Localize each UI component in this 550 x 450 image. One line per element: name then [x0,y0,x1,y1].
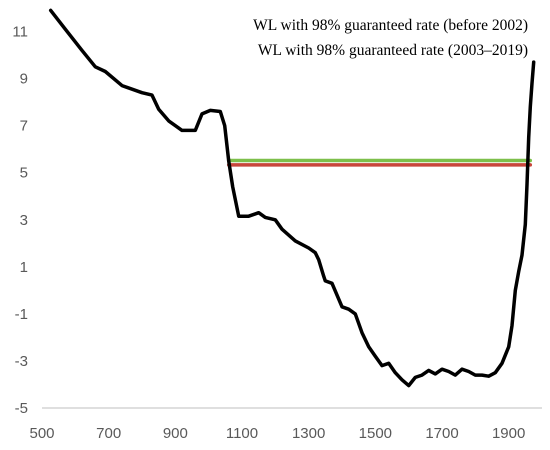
x-tick-label: 500 [29,425,54,442]
y-tick-label: 9 [20,71,28,88]
x-tick-label: 1100 [226,425,258,442]
y-tick-label: 1 [20,259,28,276]
y-tick-label: 7 [20,118,28,135]
x-tick-label: 1300 [292,425,325,442]
legend: WL with 98% guaranteed rate (before 2002… [253,17,528,59]
profile-line [48,8,536,388]
y-tick-label: -1 [15,306,28,323]
x-tick-label: 1700 [425,425,458,442]
x-tick-labels: 500 700 900 1100 1300 1500 1700 1900 [29,425,525,442]
x-tick-label: 900 [163,425,188,442]
x-tick-label: 1500 [359,425,392,442]
x-tick-label: 700 [96,425,121,442]
legend-entry-before-2002: WL with 98% guaranteed rate (before 2002… [253,17,528,34]
y-tick-label: -3 [15,353,28,370]
y-tick-label: 3 [20,212,28,229]
series-layer [48,8,536,388]
legend-entry-2003-2019: WL with 98% guaranteed rate (2003–2019) [258,42,528,59]
y-tick-label: -5 [15,400,28,417]
y-tick-labels: 11 9 7 5 3 1 -1 -3 -5 [12,24,28,417]
y-tick-label: 11 [12,24,28,41]
axes-layer: 500 700 900 1100 1300 1500 1700 1900 11 9 7 5 3 1 -1 -… [12,24,542,442]
y-tick-label: 5 [20,165,28,182]
x-tick-label: 1900 [492,425,525,442]
